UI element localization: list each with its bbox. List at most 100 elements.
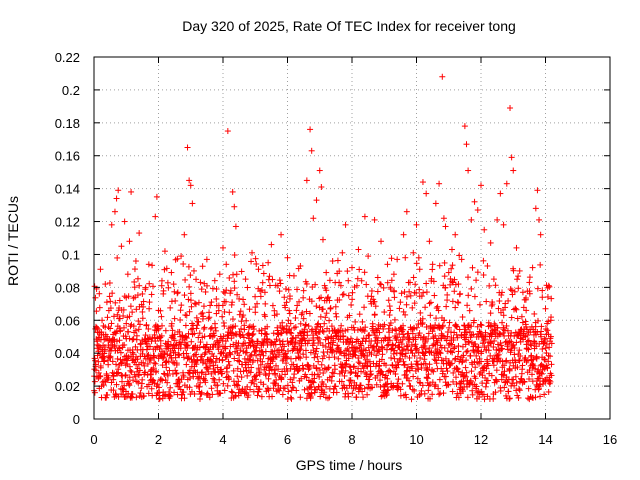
- data-point: [452, 304, 459, 311]
- data-point: [399, 347, 406, 354]
- data-point: [474, 347, 481, 354]
- data-point: [504, 327, 511, 334]
- data-point: [223, 287, 230, 294]
- data-point: [429, 261, 436, 268]
- data-point: [340, 291, 347, 298]
- y-tick-label: 0.04: [55, 346, 80, 361]
- data-point: [497, 190, 504, 197]
- data-point: [320, 381, 327, 388]
- data-point: [97, 266, 104, 273]
- data-point: [352, 352, 359, 359]
- data-point: [462, 364, 469, 371]
- data-point: [171, 389, 178, 396]
- data-point: [276, 277, 283, 284]
- data-point: [518, 375, 525, 382]
- data-point: [499, 319, 506, 326]
- data-point: [355, 246, 362, 253]
- data-point: [431, 325, 438, 332]
- data-point: [506, 395, 513, 402]
- data-point: [232, 323, 239, 330]
- data-point: [366, 332, 373, 339]
- data-point: [308, 390, 315, 397]
- data-point: [287, 376, 294, 383]
- data-point: [421, 352, 428, 359]
- data-point: [300, 315, 307, 322]
- data-point: [492, 389, 499, 396]
- data-point: [402, 311, 409, 318]
- data-point: [129, 346, 136, 353]
- data-point: [374, 372, 381, 379]
- data-point: [252, 373, 259, 380]
- data-point: [339, 369, 346, 376]
- data-point: [513, 306, 520, 313]
- data-point: [300, 287, 307, 294]
- data-point: [128, 369, 135, 376]
- data-point: [422, 304, 429, 311]
- data-point: [471, 317, 478, 324]
- data-point: [386, 303, 393, 310]
- data-point: [278, 376, 285, 383]
- data-point: [389, 341, 396, 348]
- grid: [94, 57, 610, 419]
- data-point: [167, 304, 174, 311]
- data-point: [408, 396, 415, 403]
- data-point: [449, 388, 456, 395]
- data-point: [251, 380, 258, 387]
- data-point: [516, 347, 523, 354]
- data-point: [514, 315, 521, 322]
- data-point: [323, 310, 330, 317]
- data-point: [162, 391, 169, 398]
- data-point: [316, 373, 323, 380]
- data-point: [211, 277, 218, 284]
- data-point: [353, 282, 360, 289]
- data-point: [249, 377, 256, 384]
- data-point: [249, 332, 256, 339]
- data-point: [260, 381, 267, 388]
- data-point: [262, 300, 269, 307]
- data-point: [338, 322, 345, 329]
- data-point: [342, 367, 349, 374]
- data-point: [375, 363, 382, 370]
- data-point: [501, 362, 508, 369]
- data-point: [220, 244, 226, 251]
- data-point: [476, 301, 483, 308]
- data-point: [499, 345, 506, 352]
- data-point: [116, 337, 123, 344]
- data-point: [407, 279, 414, 286]
- data-point: [183, 361, 190, 368]
- data-point: [499, 289, 506, 296]
- data-point: [115, 187, 122, 194]
- data-point: [397, 355, 404, 362]
- data-point: [143, 321, 150, 328]
- data-point: [330, 337, 337, 344]
- data-point: [293, 307, 300, 314]
- data-point: [510, 167, 517, 174]
- data-point: [510, 267, 517, 274]
- data-point: [353, 394, 360, 401]
- data-point: [213, 355, 220, 362]
- data-point: [451, 288, 458, 295]
- data-point: [508, 154, 515, 161]
- data-point: [522, 294, 529, 301]
- data-point: [311, 354, 318, 361]
- data-point: [164, 379, 171, 386]
- data-point: [284, 354, 291, 361]
- data-point: [157, 376, 164, 383]
- data-point: [534, 317, 541, 324]
- data-point: [413, 260, 420, 267]
- data-point: [521, 378, 528, 385]
- data-point: [419, 315, 426, 322]
- data-point: [396, 305, 403, 312]
- data-point: [502, 300, 509, 307]
- data-point: [323, 383, 330, 390]
- data-point: [272, 362, 279, 369]
- data-point: [548, 314, 555, 321]
- data-point: [511, 382, 518, 389]
- data-point: [442, 223, 449, 230]
- data-point: [478, 322, 485, 329]
- data-point: [198, 286, 205, 293]
- data-point: [355, 359, 362, 366]
- data-point: [526, 375, 533, 382]
- data-point: [538, 333, 545, 340]
- data-point: [231, 278, 238, 285]
